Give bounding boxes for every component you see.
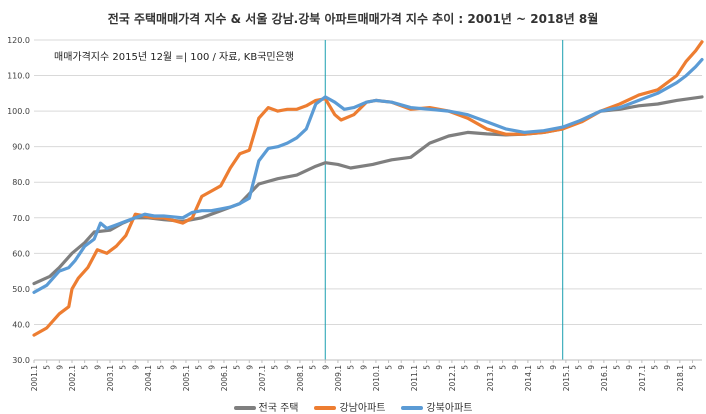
y-tick-label: 70.0 xyxy=(12,214,30,223)
x-tick-label: 2014.1 xyxy=(524,365,533,391)
x-tick-label: 5 xyxy=(119,365,128,370)
x-tick-label: 2004.1 xyxy=(144,365,153,391)
legend-item: 강남아파트 xyxy=(314,399,385,414)
legend-swatch xyxy=(314,406,337,410)
x-tick-label: 5 xyxy=(575,365,584,370)
legend-item: 강북아파트 xyxy=(401,399,472,414)
x-tick-label: 5 xyxy=(689,365,698,370)
series-line-1 xyxy=(32,95,704,286)
x-tick-label: 9 xyxy=(55,365,64,370)
x-tick-label: 9 xyxy=(663,365,672,370)
x-tick-label: 2016.1 xyxy=(600,365,609,391)
grid-layer xyxy=(34,39,702,361)
series-line-2 xyxy=(32,40,704,337)
x-tick-label: 9 xyxy=(473,365,482,370)
x-tick-label: 2008.1 xyxy=(296,365,305,391)
x-tick-label: 2002.1 xyxy=(68,365,77,391)
x-tick-label: 9 xyxy=(397,365,406,370)
x-tick-label: 2005.1 xyxy=(182,365,191,391)
x-tick-label: 9 xyxy=(435,365,444,370)
legend-label: 강남아파트 xyxy=(339,403,386,414)
x-tick-label: 2001.1 xyxy=(30,365,39,391)
legend-label: 강북아파트 xyxy=(426,403,473,414)
x-tick-label: 5 xyxy=(537,365,546,370)
y-tick-label: 100.0 xyxy=(7,107,30,116)
x-tick-label: 9 xyxy=(625,365,634,370)
x-tick-label: 2015.1 xyxy=(562,365,571,391)
x-tick-label: 9 xyxy=(587,365,596,370)
x-tick-label: 9 xyxy=(131,365,140,370)
series-line-3 xyxy=(32,57,704,294)
x-tick-label: 5 xyxy=(613,365,622,370)
y-tick-label: 120.0 xyxy=(7,36,30,45)
legend-item: 전국 주택 xyxy=(233,399,299,414)
x-tick-label: 2013.1 xyxy=(486,365,495,391)
legend-label: 전국 주택 xyxy=(258,403,299,414)
x-tick-label: 9 xyxy=(321,365,330,370)
x-tick-label: 5 xyxy=(43,365,52,370)
y-tick-label: 110.0 xyxy=(7,72,30,81)
vertical-marker-layer xyxy=(324,40,564,360)
y-tick-label: 90.0 xyxy=(12,143,30,152)
x-tick-label: 9 xyxy=(283,365,292,370)
y-tick-label: 50.0 xyxy=(12,285,30,294)
legend-swatch xyxy=(401,406,424,410)
x-tick-label: 5 xyxy=(233,365,242,370)
x-tick-label: 9 xyxy=(169,365,178,370)
y-tick-label: 60.0 xyxy=(12,249,30,258)
x-tick-label: 9 xyxy=(245,365,254,370)
x-tick-label: 2003.1 xyxy=(106,365,115,391)
x-tick-label: 9 xyxy=(207,365,216,370)
x-tick-label: 2010.1 xyxy=(372,365,381,391)
chart-annotation: 매매가격지수 2015년 12월 =| 100 / 자료, KB국민은행 xyxy=(54,50,294,63)
x-tick-label: 5 xyxy=(195,365,204,370)
y-tick-label: 80.0 xyxy=(12,178,30,187)
x-tick-label: 5 xyxy=(157,365,166,370)
legend: 전국 주택 강남아파트 강북아파트 xyxy=(0,399,706,414)
series-layer xyxy=(32,40,704,337)
x-tick-label: 5 xyxy=(347,365,356,370)
x-tick-label: 2007.1 xyxy=(258,365,267,391)
x-tick-label: 5 xyxy=(651,365,660,370)
x-tick-label: 2009.1 xyxy=(334,365,343,391)
x-tick-label: 5 xyxy=(271,365,280,370)
x-tick-label: 9 xyxy=(511,365,520,370)
x-tick-label: 5 xyxy=(461,365,470,370)
y-tick-label: 30.0 xyxy=(12,356,30,365)
x-tick-label: 5 xyxy=(81,365,90,370)
x-tick-label: 5 xyxy=(423,365,432,370)
x-tick-label: 2011.1 xyxy=(410,365,419,391)
chart-title: 전국 주택매매가격 지수 & 서울 강남.강북 아파트매매가격 지수 추이 : … xyxy=(107,12,599,26)
axis-layer: 30.0 40.0 50.0 60.0 70.0 80.0 90.0 100.0 110.0 12… xyxy=(7,36,702,391)
x-tick-label: 9 xyxy=(549,365,558,370)
x-tick-label: 2012.1 xyxy=(448,365,457,391)
x-tick-label: 9 xyxy=(93,365,102,370)
x-tick-label: 2018.1 xyxy=(676,365,685,391)
y-tick-label: 40.0 xyxy=(12,320,30,329)
x-tick-label: 2017.1 xyxy=(638,365,647,391)
x-tick-label: 5 xyxy=(385,365,394,370)
x-tick-label: 9 xyxy=(359,365,368,370)
x-tick-label: 2006.1 xyxy=(220,365,229,391)
x-tick-label: 5 xyxy=(499,365,508,370)
legend-swatch xyxy=(233,406,256,410)
x-tick-label: 5 xyxy=(309,365,318,370)
